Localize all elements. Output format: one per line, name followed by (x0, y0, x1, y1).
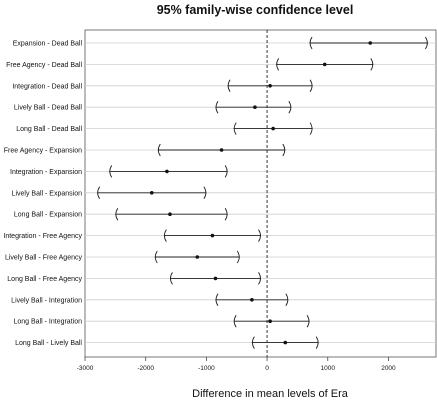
y-tick-label: Long Ball - Integration (14, 319, 83, 326)
interval-upper-bracket (236, 250, 240, 264)
x-tick-label: -3000 (77, 365, 94, 372)
y-tick-label: Free Agency - Dead Ball (6, 62, 82, 69)
interval-lower-bracket (233, 122, 237, 135)
interval-lower-bracket (276, 58, 280, 71)
interval-lower-bracket (215, 100, 219, 114)
y-tick-label: Long Ball - Expansion (14, 212, 82, 219)
y-tick-label: Lively Ball - Integration (11, 297, 82, 304)
y-tick-label: Integration - Free Agency (3, 233, 82, 240)
interval-lower-bracket (233, 314, 237, 328)
interval-upper-bracket (224, 207, 228, 221)
mean-diff-point (219, 148, 224, 152)
interval-lower-bracket (163, 229, 167, 242)
interval-upper-bracket (258, 272, 261, 285)
y-tick-label: Long Ball - Dead Ball (16, 126, 82, 133)
interval-upper-bracket (258, 229, 261, 242)
mean-diff-point (213, 276, 218, 281)
x-tick-label: 1000 (321, 365, 336, 372)
interval-upper-bracket (309, 122, 313, 135)
mean-diff-point (253, 105, 257, 109)
interval-upper-bracket (285, 293, 289, 307)
mean-diff-point (283, 340, 288, 345)
plot-frame (84, 29, 437, 358)
interval-lower-bracket (170, 272, 173, 285)
x-tick-label: 0 (265, 365, 269, 372)
chart-title: 95% family-wise confidence level (157, 3, 354, 17)
interval-upper-bracket (224, 165, 228, 178)
interval-upper-bracket (203, 186, 207, 200)
mean-diff-point (165, 169, 169, 174)
y-tick-label: Long Ball - Lively Ball (15, 340, 82, 347)
interval-upper-bracket (288, 100, 292, 114)
interval-lower-bracket (215, 293, 219, 307)
interval-upper-bracket (370, 58, 374, 71)
y-tick-label: Lively Ball - Dead Ball (14, 105, 83, 112)
interval-lower-bracket (97, 186, 101, 200)
mean-diff-point (268, 319, 272, 324)
interval-lower-bracket (251, 336, 255, 349)
interval-upper-bracket (315, 336, 319, 349)
mean-diff-point (195, 255, 200, 259)
interval-upper-bracket (282, 143, 286, 157)
interval-lower-bracket (154, 250, 158, 264)
y-tick-label: Lively Ball - Expansion (12, 190, 83, 197)
interval-lower-bracket (227, 79, 231, 93)
x-tick-label: -2000 (137, 365, 154, 372)
mean-diff-point (250, 298, 254, 302)
x-tick-label: 2000 (381, 365, 396, 372)
y-tick-label: Free Agency - Expansion (4, 148, 82, 155)
mean-diff-point (149, 191, 154, 195)
y-tick-label: Lively Ball - Free Agency (5, 255, 83, 262)
mean-diff-point (271, 126, 275, 131)
y-tick-label: Integration - Expansion (10, 169, 82, 176)
mean-diff-point (268, 84, 272, 88)
plot-area: Expansion - Dead Ball Free Agency - Dead … (3, 29, 437, 372)
mean-diff-point (322, 62, 327, 67)
mean-diff-point (210, 233, 215, 238)
interval-lower-bracket (157, 143, 161, 157)
interval-upper-bracket (309, 79, 313, 93)
mean-diff-point (168, 212, 172, 216)
y-tick-label: Long Ball - Free Agency (7, 276, 82, 283)
interval-lower-bracket (309, 36, 313, 50)
x-axis-label: Difference in mean levels of Era (192, 388, 349, 400)
interval-upper-bracket (306, 314, 310, 328)
y-tick-label: Integration - Dead Ball (12, 83, 82, 90)
x-tick-label: -1000 (198, 365, 215, 372)
mean-diff-point (368, 41, 373, 45)
interval-lower-bracket (115, 207, 119, 221)
y-tick-label: Expansion - Dead Ball (13, 41, 83, 48)
interval-upper-bracket (425, 36, 428, 50)
interval-lower-bracket (109, 165, 113, 178)
